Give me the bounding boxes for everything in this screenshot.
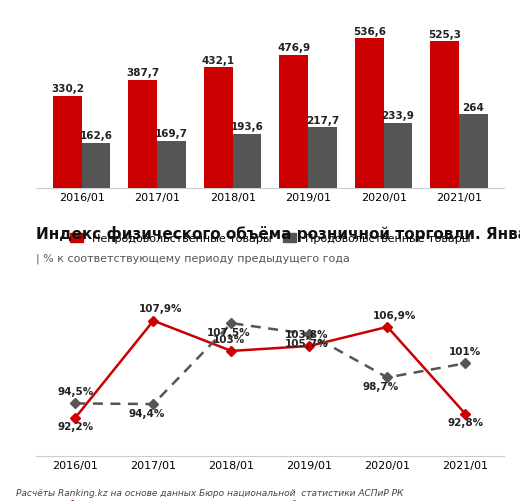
Text: 536,6: 536,6: [353, 27, 386, 37]
Text: 98,7%: 98,7%: [362, 382, 399, 392]
Text: 103%: 103%: [213, 335, 245, 345]
Bar: [232, 134, 262, 188]
Text: 169,7: 169,7: [155, 129, 188, 139]
Text: 193,6: 193,6: [230, 122, 264, 132]
Bar: [308, 127, 337, 188]
Bar: [128, 80, 157, 188]
Text: 94,4%: 94,4%: [128, 408, 165, 418]
Text: 233,9: 233,9: [382, 111, 414, 121]
Text: 525,3: 525,3: [428, 30, 461, 40]
Legend: Непродовольственные товары, Продовольственные товары: Непродовольственные товары, Продовольств…: [66, 229, 475, 248]
Text: 217,7: 217,7: [306, 116, 339, 126]
Text: 476,9: 476,9: [277, 43, 310, 53]
Text: 107,9%: 107,9%: [139, 304, 182, 314]
Text: 387,7: 387,7: [126, 68, 160, 78]
Text: 105,7%: 105,7%: [285, 339, 329, 349]
Text: 106,9%: 106,9%: [373, 311, 416, 321]
Text: 92,2%: 92,2%: [57, 422, 94, 432]
Text: 92,8%: 92,8%: [447, 418, 484, 428]
Legend: Непродовольственные товары, Продовольственные товары: Непродовольственные товары, Продовольств…: [57, 496, 484, 501]
Bar: [355, 38, 384, 188]
Bar: [459, 114, 488, 188]
Text: | % к соответствующему периоду предыдущего года: | % к соответствующему периоду предыдуще…: [36, 254, 350, 264]
Bar: [82, 143, 110, 188]
Bar: [204, 68, 232, 188]
Bar: [279, 55, 308, 188]
Bar: [53, 96, 82, 188]
Text: 330,2: 330,2: [51, 84, 84, 94]
Text: Индекс физического объёма розничной торговли. Январь: Индекс физического объёма розничной торг…: [36, 225, 520, 241]
Bar: [157, 141, 186, 188]
Text: 101%: 101%: [449, 347, 482, 357]
Text: 432,1: 432,1: [202, 56, 235, 66]
Text: 162,6: 162,6: [80, 131, 112, 141]
Text: 94,5%: 94,5%: [57, 387, 94, 397]
Bar: [431, 42, 459, 188]
Bar: [384, 123, 412, 188]
Text: 103,8%: 103,8%: [285, 330, 328, 340]
Text: 264: 264: [462, 103, 485, 113]
Text: 107,5%: 107,5%: [207, 328, 251, 338]
Text: Расчёты Ranking.kz на основе данных Бюро национальной  статистики АСПиР РК: Расчёты Ranking.kz на основе данных Бюро…: [16, 489, 403, 498]
